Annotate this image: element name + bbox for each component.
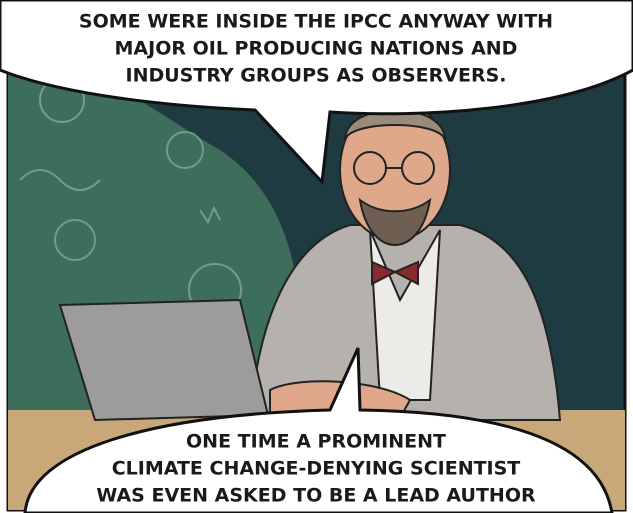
caption-line: SOME WERE INSIDE THE IPCC ANYWAY WITH [79, 11, 553, 33]
caption-line: MAJOR OIL PRODUCING NATIONS AND [115, 38, 518, 60]
caption-line: ONE TIME A PROMINENT [186, 431, 446, 453]
comic-panel: SOME WERE INSIDE THE IPCC ANYWAY WITH MAJ… [0, 0, 633, 513]
caption-line: CLIMATE CHANGE-DENYING SCIENTIST [112, 458, 521, 480]
laptop [60, 300, 268, 420]
caption-line: WAS EVEN ASKED TO BE A LEAD AUTHOR [96, 485, 536, 507]
caption-line: INDUSTRY GROUPS AS OBSERVERS. [126, 65, 507, 87]
